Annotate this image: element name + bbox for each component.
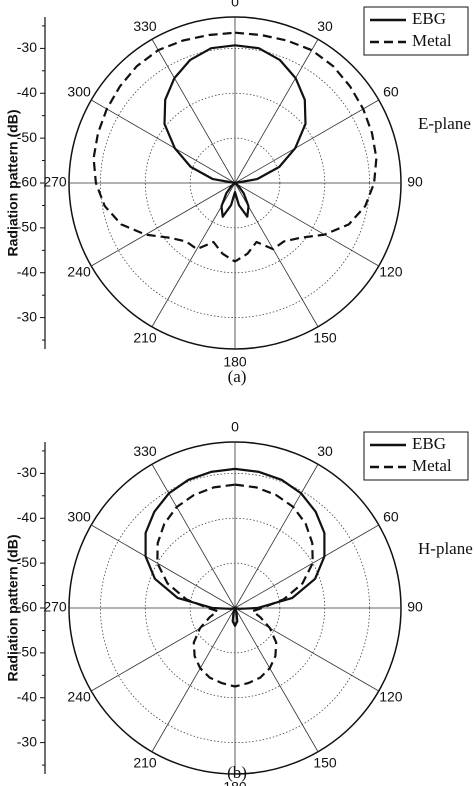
spoke (234, 99, 379, 184)
r-tick-label: -50 (17, 219, 37, 235)
angle-label: 330 (133, 18, 157, 34)
angle-label: 120 (379, 264, 403, 280)
r-tick-label: -50 (17, 554, 37, 570)
angle-label: 60 (383, 509, 399, 525)
angle-label: 210 (133, 330, 157, 346)
angle-label: 270 (43, 174, 67, 190)
angle-label: 0 (231, 0, 239, 10)
legend-label: EBG (412, 9, 446, 28)
y-axis-label: Radiation pattern (dB) (5, 110, 21, 257)
r-tick-label: -40 (17, 509, 37, 525)
angle-label: 30 (317, 18, 333, 34)
angle-label: 210 (133, 755, 157, 771)
r-tick-label: -30 (17, 39, 37, 55)
angle-label: 240 (67, 689, 91, 705)
series-line (163, 44, 307, 218)
spoke (234, 607, 379, 692)
legend-box (363, 431, 469, 481)
spoke (151, 607, 236, 752)
series-line (156, 483, 314, 688)
legend-label: EBG (412, 434, 446, 453)
r-tick-label: -30 (17, 733, 37, 749)
spoke (234, 464, 319, 609)
angle-label: 270 (43, 599, 67, 615)
spoke (234, 182, 379, 267)
angle-label: 300 (67, 84, 91, 100)
angle-label: 90 (407, 599, 423, 615)
spoke (234, 524, 379, 609)
legend-box (363, 6, 469, 56)
angle-label: 150 (313, 755, 337, 771)
angle-label: 330 (133, 443, 157, 459)
r-tick-label: -30 (17, 308, 37, 324)
spoke (151, 464, 236, 609)
r-tick-label: -30 (17, 464, 37, 480)
angle-label: 30 (317, 443, 333, 459)
spoke (91, 607, 236, 692)
spoke (151, 39, 236, 184)
spoke (234, 607, 319, 752)
legend-label: Metal (412, 31, 452, 50)
angle-label: 150 (313, 330, 337, 346)
r-tick-label: -40 (17, 84, 37, 100)
r-tick-label: -40 (17, 688, 37, 704)
polar-chart: 0 30 60 90 120 150 180 210 240 270 300 330 -30 -30 -40… (5, 0, 471, 386)
spoke (91, 524, 236, 609)
r-tick-label: -50 (17, 129, 37, 145)
legend-label: Metal (412, 456, 452, 475)
r-tick-label: -60 (17, 599, 37, 615)
angle-label: 120 (379, 689, 403, 705)
plane-annotation: H-plane (418, 539, 473, 558)
r-tick-label: -40 (17, 263, 37, 279)
angle-label: 300 (67, 509, 91, 525)
caption: (a) (228, 367, 247, 386)
y-axis-label: Radiation pattern (dB) (5, 535, 21, 682)
angle-label: 0 (231, 419, 239, 435)
series-line (92, 31, 378, 263)
spoke (234, 39, 319, 184)
polar-chart: 0 30 60 90 120 150 180 210 240 270 300 330 -30 -30 -40… (5, 419, 473, 786)
angle-label: 180 (223, 779, 247, 786)
plane-annotation: E-plane (418, 114, 471, 133)
angle-label: 240 (67, 264, 91, 280)
caption: (b) (227, 763, 247, 782)
r-tick-label: -60 (17, 174, 37, 190)
angle-label: 90 (407, 174, 423, 190)
r-tick-label: -50 (17, 644, 37, 660)
angle-label: 60 (383, 84, 399, 100)
spoke (91, 182, 236, 267)
spoke (91, 99, 236, 184)
angle-label: 180 (223, 354, 247, 370)
series-line (144, 467, 326, 627)
